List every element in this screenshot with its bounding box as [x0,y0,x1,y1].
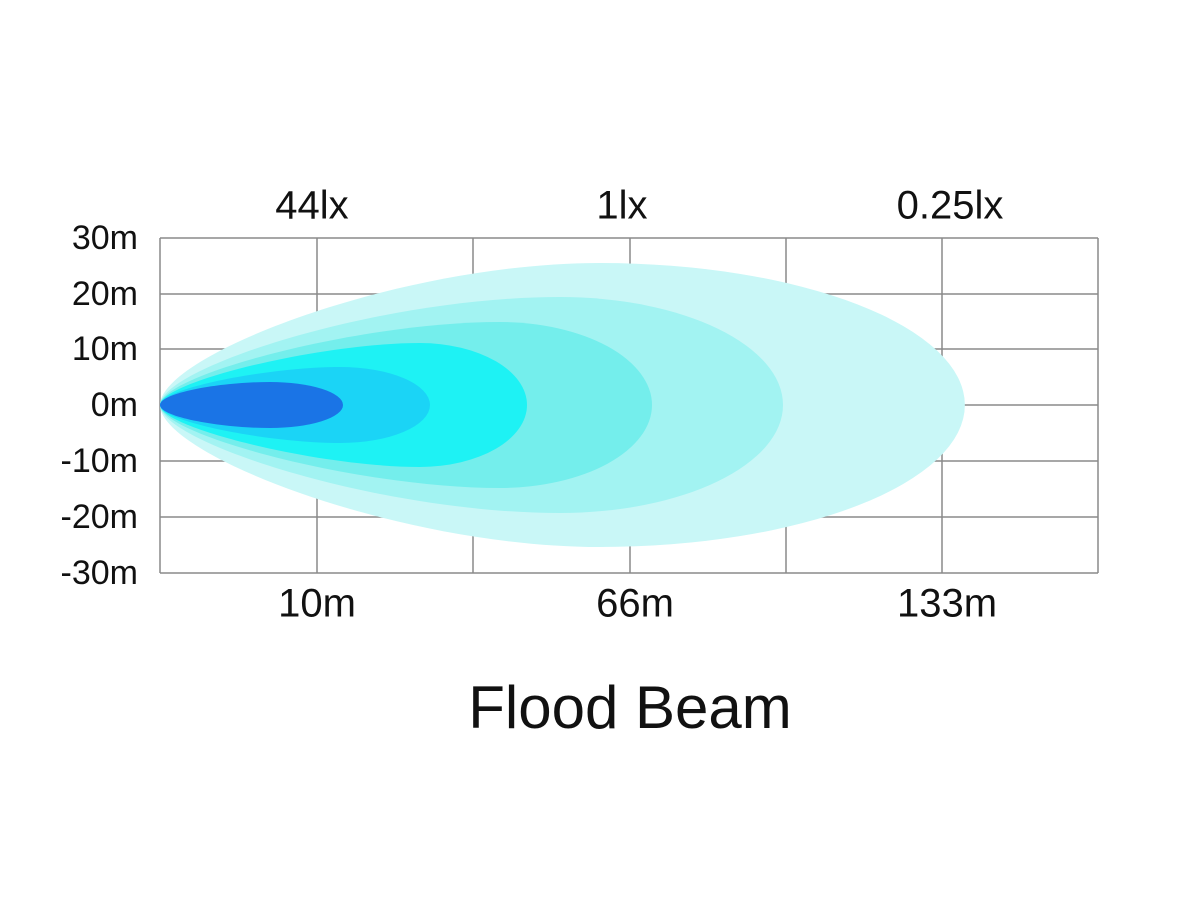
lux-label: 1lx [596,184,647,228]
distance-label: 66m [596,582,674,626]
lux-label: 44lx [275,184,348,228]
distance-labels: 10m 66m 133m [278,582,997,626]
y-label: 0m [91,386,138,424]
distance-label: 10m [278,582,356,626]
y-label: -30m [61,554,138,592]
beam-core [160,382,343,428]
lux-labels: 44lx 1lx 0.25lx [275,184,1003,228]
y-label: 30m [72,219,138,257]
y-label: 20m [72,275,138,313]
y-axis: 30m 20m 10m 0m -10m -20m -30m [61,219,138,592]
lux-label: 0.25lx [897,184,1004,228]
y-label: -20m [61,498,138,536]
beam [160,263,965,547]
distance-label: 133m [897,582,997,626]
y-label: -10m [61,442,138,480]
y-label: 10m [72,330,138,368]
title: Flood Beam [468,674,792,741]
